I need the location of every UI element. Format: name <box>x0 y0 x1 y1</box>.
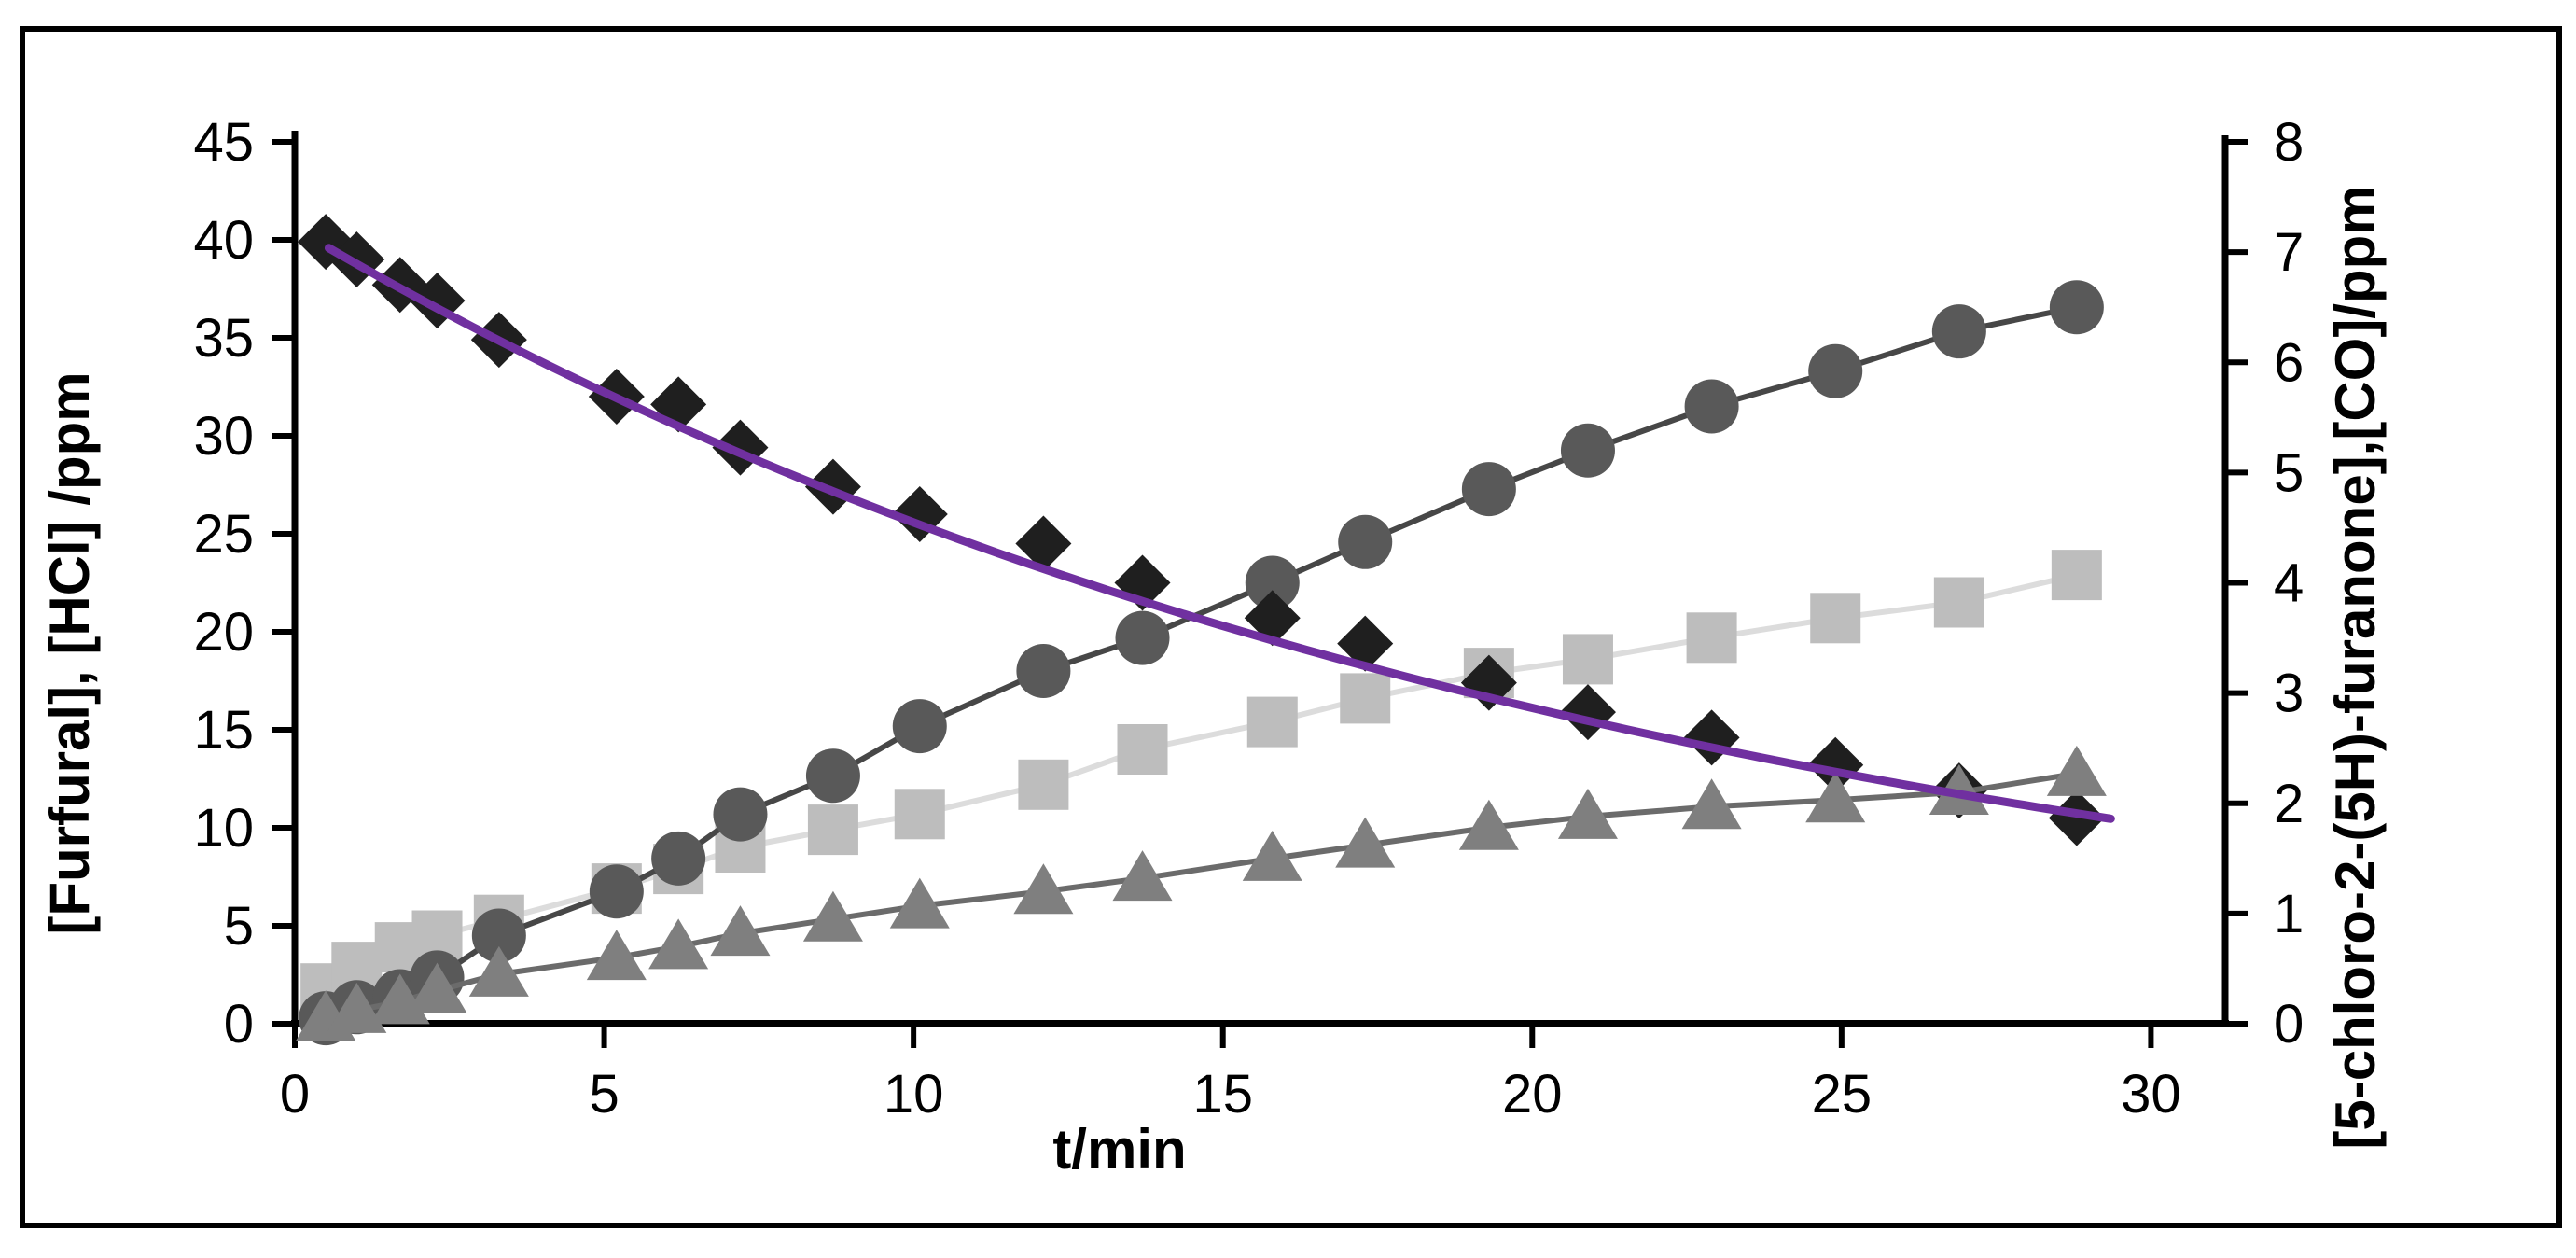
series-square-marker <box>2051 550 2102 601</box>
series-circle-marker <box>1808 343 1863 398</box>
series-triangle-marker <box>1335 817 1396 868</box>
x-axis-tick-label: 15 <box>1192 1064 1253 1125</box>
series-triangle-marker <box>1557 788 1618 839</box>
x-axis-tick-label: 30 <box>2121 1064 2181 1125</box>
series-triangle-marker <box>468 945 529 997</box>
right-axis-tick-label: 1 <box>2274 884 2304 944</box>
series-square-marker <box>1246 696 1298 748</box>
series-triangle-marker <box>1805 772 1866 823</box>
right-axis-tick-label: 6 <box>2274 332 2304 393</box>
left-axis-tick-label: 45 <box>193 112 254 173</box>
left-axis-title: [Furfural], [HCl] /ppm <box>38 371 101 934</box>
right-axis-tick-label: 0 <box>2274 994 2304 1055</box>
series-circle-marker <box>471 908 526 963</box>
figure-border <box>20 26 2562 1228</box>
series-triangle-marker <box>327 982 387 1033</box>
series-circle-marker <box>1115 610 1170 665</box>
right-axis-tick-label: 8 <box>2274 112 2304 173</box>
right-axis-tick-label: 7 <box>2274 222 2304 283</box>
series-circle-marker <box>892 699 947 754</box>
series-triangle-marker <box>2046 745 2107 796</box>
x-axis-title: t/min <box>1052 1118 1186 1181</box>
left-axis-tick-label: 30 <box>193 406 254 467</box>
right-axis-tick-label: 2 <box>2274 774 2304 834</box>
left-axis-tick-label: 10 <box>193 798 254 859</box>
series-square-marker <box>1018 759 1069 810</box>
x-axis-tick-label: 25 <box>1812 1064 1873 1125</box>
left-axis-tick-label: 0 <box>224 994 254 1055</box>
x-axis-tick-label: 0 <box>280 1064 310 1125</box>
series-circle-marker <box>1560 423 1615 478</box>
series-square-marker <box>1810 593 1861 644</box>
right-axis-title: [5-chloro-2-(5H)-furanone],[CO]/ppm <box>2324 185 2387 1149</box>
series-triangle-marker <box>1681 778 1742 830</box>
series-circle-marker <box>2049 280 2104 335</box>
series-circle-marker <box>1684 379 1739 434</box>
series-triangle-marker <box>407 962 467 1013</box>
left-axis-tick-label: 5 <box>224 896 254 957</box>
series-circle-marker <box>651 831 706 886</box>
series-circle-marker <box>1931 304 1986 359</box>
series-diamond-marker <box>2048 790 2105 846</box>
series-diamond-marker <box>1015 515 1072 572</box>
series-triangle-marker <box>648 918 709 970</box>
series-square-marker <box>807 804 858 856</box>
series-square-marker <box>1117 724 1168 775</box>
series-circle-marker <box>1245 555 1300 610</box>
left-axis-tick-label: 20 <box>193 602 254 663</box>
series-triangle-marker <box>586 930 647 981</box>
series-square-marker <box>894 789 945 840</box>
series-diamond-marker <box>1337 615 1394 672</box>
series-triangle-marker <box>710 905 771 957</box>
series-triangle-marker <box>1929 763 1989 815</box>
series-triangle-marker <box>1013 863 1074 915</box>
series-circle-marker <box>1338 514 1393 569</box>
series-triangle-marker <box>1112 850 1173 902</box>
series-triangle-marker <box>889 877 950 929</box>
series-triangle-marker <box>802 890 863 942</box>
series-square-marker <box>1562 634 1613 685</box>
series-circle-marker <box>713 787 768 842</box>
trendline-diamond <box>324 244 2115 823</box>
right-axis-tick-label: 3 <box>2274 664 2304 724</box>
left-axis-tick-label: 25 <box>193 504 254 565</box>
series-circle-marker <box>805 748 860 804</box>
series-circle-marker <box>1461 462 1516 517</box>
series-triangle-marker <box>1242 830 1302 881</box>
series-circle-marker <box>1016 644 1071 698</box>
series-square-marker <box>1340 673 1391 724</box>
series-square-marker <box>1686 612 1737 664</box>
left-axis-tick-label: 15 <box>193 700 254 761</box>
series-triangle-marker <box>1458 799 1519 850</box>
x-axis-tick-label: 10 <box>884 1064 944 1125</box>
x-axis-tick-label: 20 <box>1502 1064 1563 1125</box>
left-axis-tick-label: 35 <box>193 308 254 369</box>
left-axis-tick-label: 40 <box>193 210 254 271</box>
series-square-marker <box>1933 577 1984 628</box>
series-circle-marker <box>589 864 644 919</box>
x-axis-tick-label: 5 <box>589 1064 619 1125</box>
right-axis-tick-label: 5 <box>2274 442 2304 503</box>
right-axis-tick-label: 4 <box>2274 553 2304 614</box>
series-diamond-marker <box>1807 736 1864 793</box>
